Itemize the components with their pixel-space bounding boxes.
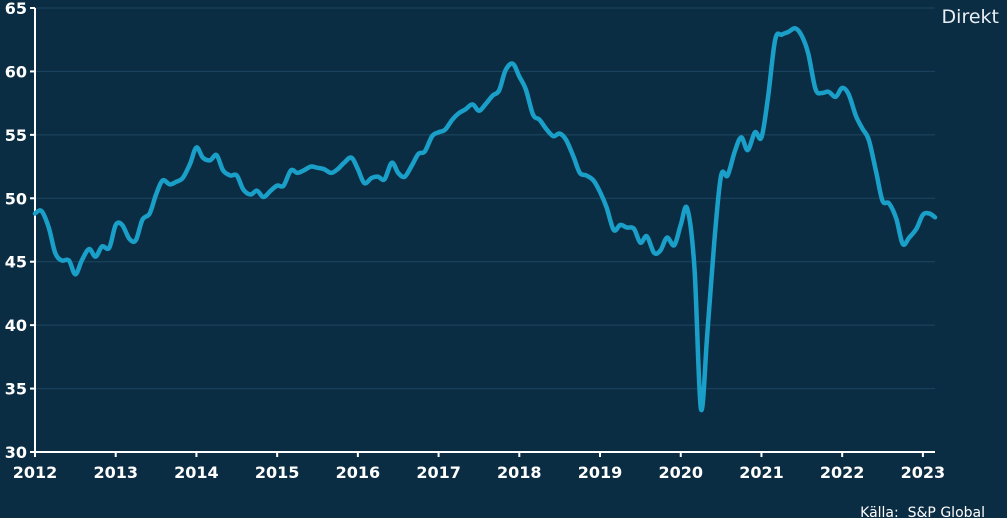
y-tick-labels: 30 35 40 45 50 55 60 65 (5, 0, 35, 462)
x-tick-label-2014: 2014 (174, 463, 219, 482)
y-tick-label-45: 45 (5, 253, 27, 272)
x-tick-label-2013: 2013 (93, 463, 138, 482)
brand-label: Direkt (941, 6, 999, 28)
x-tick-label-2015: 2015 (255, 463, 300, 482)
x-tick-label-2012: 2012 (13, 463, 58, 482)
x-tick-labels: 2012 2013 2014 2015 2016 2017 2018 2019 2020 2021… (13, 452, 945, 482)
source-label: Källa: S&P Global (860, 505, 985, 518)
y-tick-label-30: 30 (5, 443, 27, 462)
y-tick-label-35: 35 (5, 380, 27, 399)
series-line (32, 25, 938, 413)
x-tick-label-2022: 2022 (820, 463, 865, 482)
grid-lines (35, 7, 935, 390)
axes (34, 8, 935, 453)
x-tick-label-2017: 2017 (416, 463, 461, 482)
x-tick-label-2018: 2018 (497, 463, 542, 482)
y-tick-label-40: 40 (5, 316, 27, 335)
x-tick-label-2023: 2023 (901, 463, 946, 482)
x-tick-label-2021: 2021 (739, 463, 784, 482)
y-tick-label-60: 60 (5, 62, 27, 81)
x-tick-label-2020: 2020 (658, 463, 703, 482)
x-tick-label-2016: 2016 (336, 463, 381, 482)
y-tick-label-50: 50 (5, 189, 27, 208)
x-tick-label-2019: 2019 (578, 463, 623, 482)
y-tick-label-65: 65 (5, 0, 27, 18)
y-tick-label-55: 55 (5, 126, 27, 145)
